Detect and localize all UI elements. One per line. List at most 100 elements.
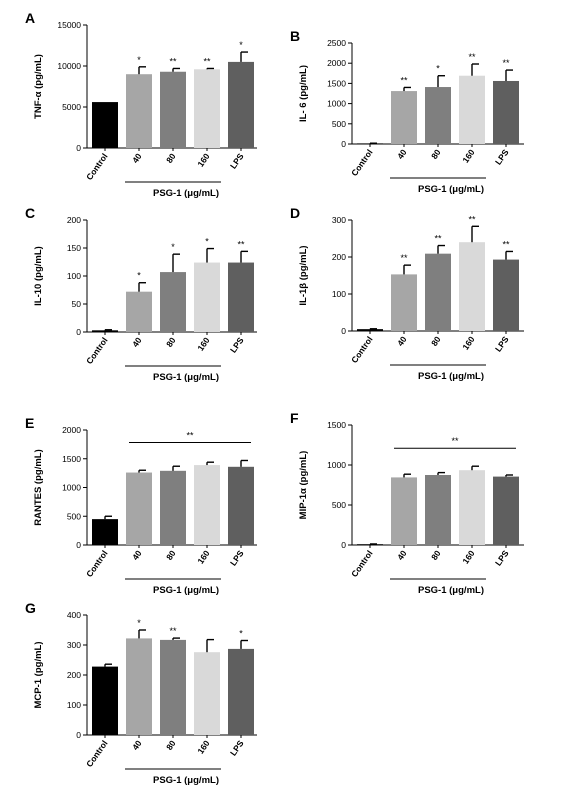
bar-80 [160,71,186,148]
x-tick-label: 40 [395,147,409,161]
significance-marker: ** [186,430,194,440]
y-axis-label: TNF-α (pg/mL) [33,54,44,119]
bar-lps [493,476,519,545]
panel-letter: F [290,410,299,426]
significance-marker: ** [400,253,408,263]
bar-lps [493,80,519,144]
bar-control [92,666,118,735]
significance-marker: ** [434,234,442,244]
chart-svg: F 0 500 1000 1500 MIP-1α (pg/mL) Control 40 80 16… [290,410,524,596]
x-tick-label: 40 [130,738,144,752]
x-tick-label: LPS [493,147,511,167]
significance-marker: * [239,40,243,50]
bar-40 [126,472,152,545]
panel-a: A 0 5000 10000 15000 TNF-α (pg/mL) Control * 40 *… [5,5,275,199]
significance-marker: ** [468,214,476,224]
chart-svg: C 0 50 100 150 200 IL-10 (pg/mL) Control * 40 * 80 *… [25,205,257,383]
chart-svg: G 0 100 200 300 400 MCP-1 (pg/mL) Control * 40 ** 8… [25,600,257,786]
x-tick-label: LPS [493,334,511,354]
y-tick-label: 2000 [327,58,346,68]
significance-marker: ** [451,436,459,446]
y-tick-label: 100 [67,271,81,281]
bar-40 [126,74,152,148]
x-tick-label: 160 [460,548,476,566]
x-tick-label: 40 [395,548,409,562]
y-tick-label: 10000 [57,61,81,71]
x-tick-label: 40 [130,151,144,165]
bar-160 [194,465,220,545]
bar-160 [194,652,220,735]
y-tick-label: 100 [332,289,346,299]
y-tick-label: 0 [76,143,81,153]
bar-lps [228,262,254,332]
x-tick-label: 80 [164,335,178,349]
bar-160 [459,470,485,545]
panel-g: G 0 100 200 300 400 MCP-1 (pg/mL) Control * 40 ** 8… [5,600,275,786]
significance-marker: * [171,242,175,252]
x-tick-label: 160 [195,151,211,169]
significance-marker: ** [237,239,245,249]
bar-160 [194,69,220,148]
bar-80 [425,253,451,331]
y-tick-label: 1000 [327,99,346,109]
panel-letter: D [290,205,300,221]
significance-marker: ** [169,626,177,636]
y-axis-label: MIP-1α (pg/mL) [298,451,309,520]
x-tick-label: Control [84,151,110,181]
significance-marker: * [137,271,141,281]
y-tick-label: 1000 [327,460,346,470]
y-tick-label: 0 [76,730,81,740]
y-tick-label: 400 [67,610,81,620]
x-tick-label: 160 [195,548,211,566]
significance-marker: ** [468,52,476,62]
x-tick-label: 80 [164,151,178,165]
x-tick-label: Control [349,334,375,364]
panel-b: B 0 500 1000 1500 2000 2500 IL- 6 (pg/mL) Contro… [285,5,575,195]
x-tick-label: 80 [429,548,443,562]
panel-letter: B [290,28,300,44]
significance-marker: * [137,618,141,628]
significance-marker: ** [400,75,408,85]
y-axis-label: IL-1β (pg/mL) [298,245,309,305]
group-label: PSG-1 (μg/mL) [153,372,219,383]
panel-f: F 0 500 1000 1500 MIP-1α (pg/mL) Control 40 80 16… [285,410,575,596]
bar-80 [425,475,451,545]
panel-letter: G [25,600,36,616]
y-axis-label: RANTES (pg/mL) [33,449,44,526]
y-tick-label: 1500 [62,454,81,464]
chart-svg: B 0 500 1000 1500 2000 2500 IL- 6 (pg/mL) Contro… [290,28,524,195]
chart-svg: E 0 500 1000 1500 2000 RANTES (pg/mL) Control 40… [25,415,257,596]
y-tick-label: 1500 [327,420,346,430]
panel-letter: A [25,10,35,26]
x-tick-label: Control [84,548,110,578]
y-tick-label: 200 [67,670,81,680]
y-tick-label: 15000 [57,20,81,30]
y-tick-label: 150 [67,243,81,253]
y-tick-label: 300 [332,215,346,225]
y-tick-label: 200 [332,252,346,262]
significance-marker: ** [169,56,177,66]
bar-control [357,329,383,331]
group-label: PSG-1 (μg/mL) [153,585,219,596]
bar-80 [425,87,451,144]
y-tick-label: 1000 [62,483,81,493]
chart-svg: D 0 100 200 300 IL-1β (pg/mL) Control ** 40 ** 80 *… [290,205,524,382]
bar-160 [194,262,220,332]
y-tick-label: 0 [76,327,81,337]
x-tick-label: Control [84,335,110,365]
significance-marker: * [239,629,243,639]
bar-80 [160,470,186,545]
x-tick-label: 160 [195,738,211,756]
significance-marker: ** [502,239,510,249]
y-tick-label: 0 [76,540,81,550]
bar-160 [459,242,485,331]
group-label: PSG-1 (μg/mL) [418,371,484,382]
group-label: PSG-1 (μg/mL) [418,184,484,195]
group-label: PSG-1 (μg/mL) [153,775,219,786]
y-tick-label: 0 [341,540,346,550]
bar-40 [126,291,152,332]
bar-40 [126,638,152,735]
bar-40 [391,477,417,545]
y-tick-label: 2500 [327,38,346,48]
y-axis-label: IL- 6 (pg/mL) [298,65,309,122]
